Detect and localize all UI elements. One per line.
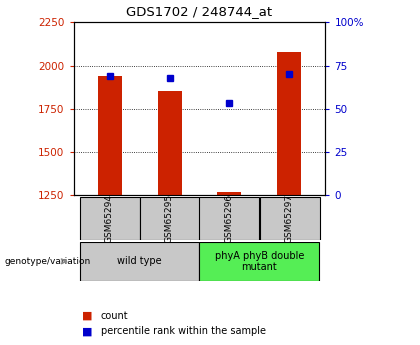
Text: genotype/variation: genotype/variation [4,257,90,266]
Text: GSM65295: GSM65295 [165,194,174,243]
Bar [200,197,260,240]
Bar [158,91,181,195]
Text: phyA phyB double
mutant: phyA phyB double mutant [215,250,304,272]
Bar [79,241,200,281]
Bar [139,197,199,240]
Bar [218,192,241,195]
Text: count: count [101,311,129,321]
Bar [260,197,320,240]
Bar [278,52,302,195]
Bar [200,241,320,281]
Text: ■: ■ [82,311,92,321]
Text: GSM65297: GSM65297 [285,194,294,243]
Text: GSM65296: GSM65296 [225,194,234,243]
Text: percentile rank within the sample: percentile rank within the sample [101,326,266,336]
Text: GSM65294: GSM65294 [105,194,114,243]
Bar [79,197,139,240]
Bar [97,76,121,195]
Title: GDS1702 / 248744_at: GDS1702 / 248744_at [126,6,273,19]
Text: ■: ■ [82,326,92,336]
Text: wild type: wild type [117,256,162,266]
